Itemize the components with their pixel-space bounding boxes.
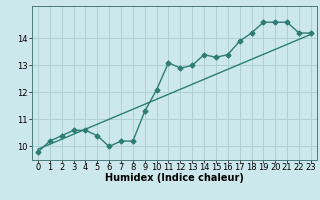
X-axis label: Humidex (Indice chaleur): Humidex (Indice chaleur): [105, 173, 244, 183]
